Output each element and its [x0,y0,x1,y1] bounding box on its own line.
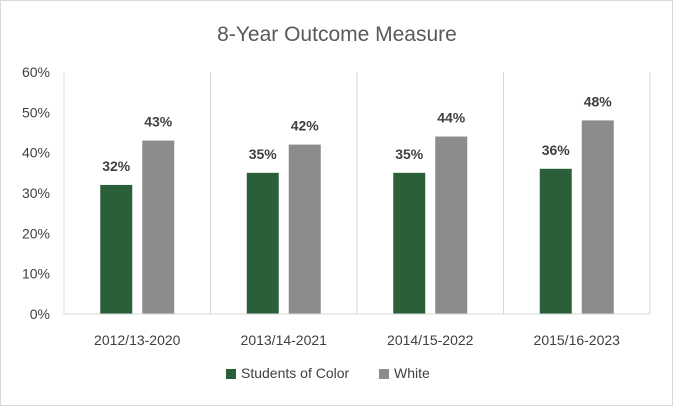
y-tick-label: 0% [30,306,50,322]
plot-area: 32% 43% 35% 42% 35% 44% 36% 48% [63,72,651,315]
legend-swatch [226,369,236,379]
y-tick-label: 40% [22,145,50,161]
data-label: 32% [102,158,131,174]
y-tick-label: 50% [22,104,50,120]
x-tick-label: 2015/16-2023 [534,332,621,348]
data-label: 44% [437,110,466,126]
legend-swatch [379,369,389,379]
x-axis: 2012/13-2020 2013/14-2021 2014/15-2022 2015… [64,313,650,348]
data-label: 43% [144,114,173,130]
bar-white [142,140,175,314]
data-label: 36% [542,142,571,158]
legend-label: Students of Color [241,365,350,381]
chart-title: 8-Year Outcome Measure [217,23,457,46]
legend: Students of Color White [226,365,430,381]
bar-students-of-color [539,168,572,314]
x-tick-label: 2014/15-2022 [387,332,474,348]
x-tick-label: 2012/13-2020 [94,332,181,348]
bar-students-of-color [393,172,426,314]
legend-label: White [394,365,430,381]
y-axis: 0% 10% 20% 30% 40% 50% 60% [22,64,50,322]
bar-white [435,136,468,314]
data-label: 35% [395,146,424,162]
bar-students-of-color [246,172,279,314]
y-tick-label: 60% [22,64,50,80]
y-tick-label: 10% [22,266,50,282]
bar-students-of-color [100,184,133,314]
x-tick-label: 2013/14-2021 [241,332,328,348]
bar-white [581,120,614,315]
data-label: 48% [584,93,613,109]
bar-white [288,144,321,314]
y-tick-label: 20% [22,225,50,241]
data-label: 42% [291,118,320,134]
data-label: 35% [249,146,278,162]
y-tick-label: 30% [22,185,50,201]
